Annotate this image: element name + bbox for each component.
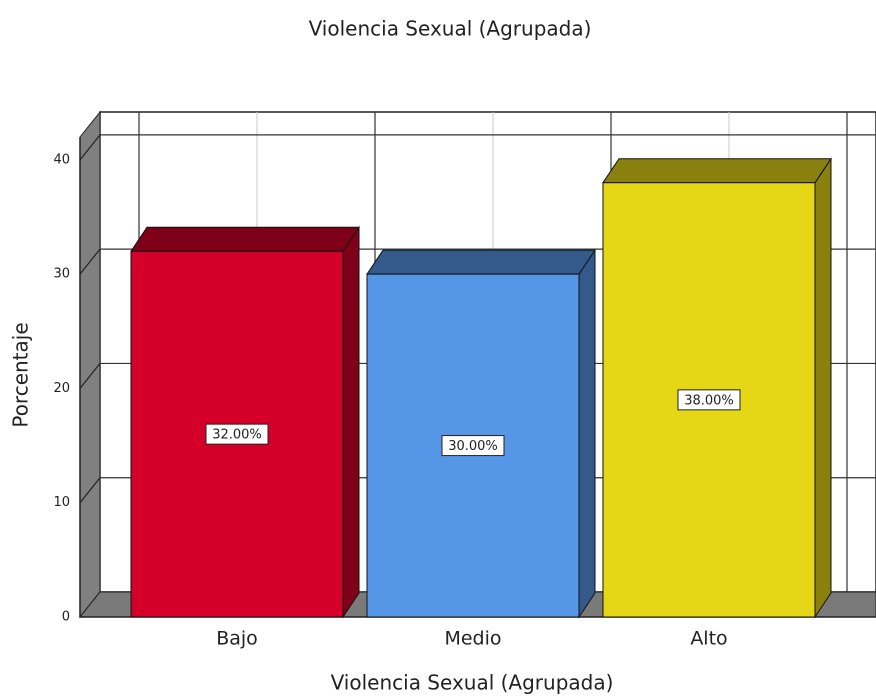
x-tick-label: Alto (690, 628, 727, 650)
y-axis-label: Porcentaje (9, 322, 33, 427)
y-tick-label: 10 (53, 495, 70, 510)
left-wall (79, 110, 101, 619)
y-tick-label: 30 (53, 267, 70, 282)
tick-mark (79, 477, 101, 504)
chart-title: Violencia Sexual (Agrupada) (309, 17, 592, 41)
bar-side (342, 225, 360, 619)
y-tick-label: 20 (53, 381, 70, 396)
value-label: 38.00% (684, 393, 734, 408)
bar (602, 157, 832, 619)
x-axis-label: Violencia Sexual (Agrupada) (331, 671, 614, 695)
bar (366, 248, 596, 619)
tick-mark (79, 134, 101, 161)
bar-top (130, 226, 360, 252)
bar-top (366, 249, 596, 275)
tick-mark (79, 248, 101, 275)
y-tick-label: 40 (53, 152, 70, 167)
tick-mark (79, 363, 101, 389)
y-tick-label: 0 (62, 610, 70, 625)
x-tick-label: Bajo (216, 628, 258, 650)
value-label: 32.00% (212, 428, 262, 443)
value-label: 30.00% (448, 439, 498, 454)
x-tick-label: Medio (444, 628, 501, 650)
bar-side (814, 157, 832, 619)
value-label-box (677, 389, 741, 411)
bar-top (602, 158, 832, 184)
value-label-box (205, 423, 269, 445)
value-label-box (441, 435, 505, 457)
bar (130, 225, 360, 619)
bar-side (578, 248, 596, 619)
